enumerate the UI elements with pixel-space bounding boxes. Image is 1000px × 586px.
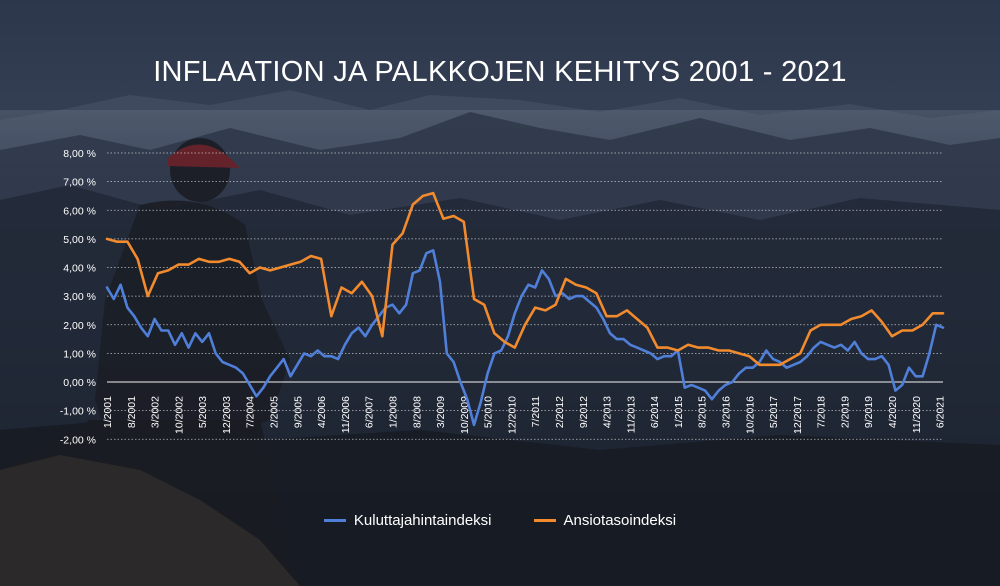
x-tick-label: 4/2013 bbox=[602, 396, 614, 428]
y-tick-label: 2,00 % bbox=[63, 320, 96, 332]
chart-title: INFLAATION JA PALKKOJEN KEHITYS 2001 - 2… bbox=[153, 56, 847, 88]
x-tick-label: 6/2021 bbox=[935, 396, 947, 428]
x-tick-label: 8/2015 bbox=[697, 396, 709, 428]
legend-label-kuluttajahintaindeksi: Kuluttajahintaindeksi bbox=[353, 512, 492, 529]
series-line-kuluttajahintaindeksi bbox=[105, 249, 945, 427]
legend-swatch-kuluttajahintaindeksi bbox=[323, 519, 346, 522]
x-tick-label: 8/2001 bbox=[126, 396, 138, 428]
y-tick-label: 8,00 % bbox=[63, 148, 96, 160]
x-tick-label: 5/2003 bbox=[197, 396, 209, 428]
x-tick-label: 3/2009 bbox=[435, 396, 447, 428]
legend-swatch-ansiotasoindeksi bbox=[533, 519, 556, 522]
y-axis-ticks: 8,00 % 7,00 % 6,00 % 5,00 % 4,00 % 3,00 % 2,00… bbox=[60, 148, 96, 446]
x-tick-label: 12/2003 bbox=[221, 396, 233, 434]
y-tick-label: 3,00 % bbox=[63, 291, 96, 303]
y-tick-label: 0,00 % bbox=[63, 377, 96, 389]
y-tick-label: -1,00 % bbox=[60, 406, 96, 418]
legend-item-ansiotasoindeksi: Ansiotasoindeksi bbox=[533, 512, 677, 529]
x-tick-label: 10/2002 bbox=[173, 396, 185, 434]
x-tick-label: 9/2012 bbox=[578, 396, 590, 428]
y-tick-label: 5,00 % bbox=[63, 234, 96, 246]
x-tick-label: 7/2018 bbox=[816, 396, 828, 428]
legend-item-kuluttajahintaindeksi: Kuluttajahintaindeksi bbox=[323, 512, 492, 529]
y-tick-label: 7,00 % bbox=[63, 177, 96, 189]
legend-label-ansiotasoindeksi: Ansiotasoindeksi bbox=[563, 512, 677, 529]
legend: Kuluttajahintaindeksi Ansiotasoindeksi bbox=[0, 512, 1000, 529]
x-tick-label: 4/2020 bbox=[887, 396, 899, 428]
x-tick-label: 5/2017 bbox=[768, 396, 780, 428]
x-tick-label: 2/2005 bbox=[269, 396, 281, 428]
x-tick-label: 2/2012 bbox=[554, 396, 566, 428]
x-tick-label: 1/2008 bbox=[387, 396, 399, 428]
x-tick-label: 6/2014 bbox=[649, 396, 661, 428]
x-tick-label: 2/2019 bbox=[839, 396, 851, 428]
x-tick-label: 1/2015 bbox=[673, 396, 685, 428]
x-tick-label: 12/2010 bbox=[506, 396, 518, 434]
y-tick-label: -2,00 % bbox=[60, 434, 96, 446]
series-line-ansiotasoindeksi bbox=[105, 191, 945, 367]
x-tick-label: 4/2006 bbox=[316, 396, 328, 428]
x-tick-label: 12/2017 bbox=[792, 396, 804, 434]
x-tick-label: 11/2006 bbox=[340, 396, 352, 433]
x-tick-label: 10/2016 bbox=[744, 396, 756, 434]
y-tick-label: 4,00 % bbox=[63, 263, 96, 275]
x-tick-label: 9/2005 bbox=[292, 396, 304, 428]
x-tick-label: 3/2002 bbox=[150, 396, 162, 428]
x-axis-ticks: 1/2001 8/2001 3/2002 10/2002 5/2003 12/2003 7/… bbox=[102, 396, 947, 434]
x-tick-label: 8/2008 bbox=[411, 396, 423, 428]
x-tick-label: 3/2016 bbox=[721, 396, 733, 428]
x-tick-label: 11/2013 bbox=[625, 396, 637, 433]
x-tick-label: 5/2010 bbox=[483, 396, 495, 428]
x-tick-label: 7/2004 bbox=[245, 396, 257, 428]
series-lines bbox=[105, 191, 945, 427]
y-tick-label: 1,00 % bbox=[63, 348, 96, 360]
x-tick-label: 7/2011 bbox=[530, 396, 542, 427]
x-tick-label: 11/2020 bbox=[911, 396, 923, 433]
y-tick-label: 6,00 % bbox=[63, 205, 96, 217]
x-tick-label: 6/2007 bbox=[364, 396, 376, 428]
x-tick-label: 1/2001 bbox=[102, 396, 114, 428]
x-tick-label: 9/2019 bbox=[863, 396, 875, 428]
